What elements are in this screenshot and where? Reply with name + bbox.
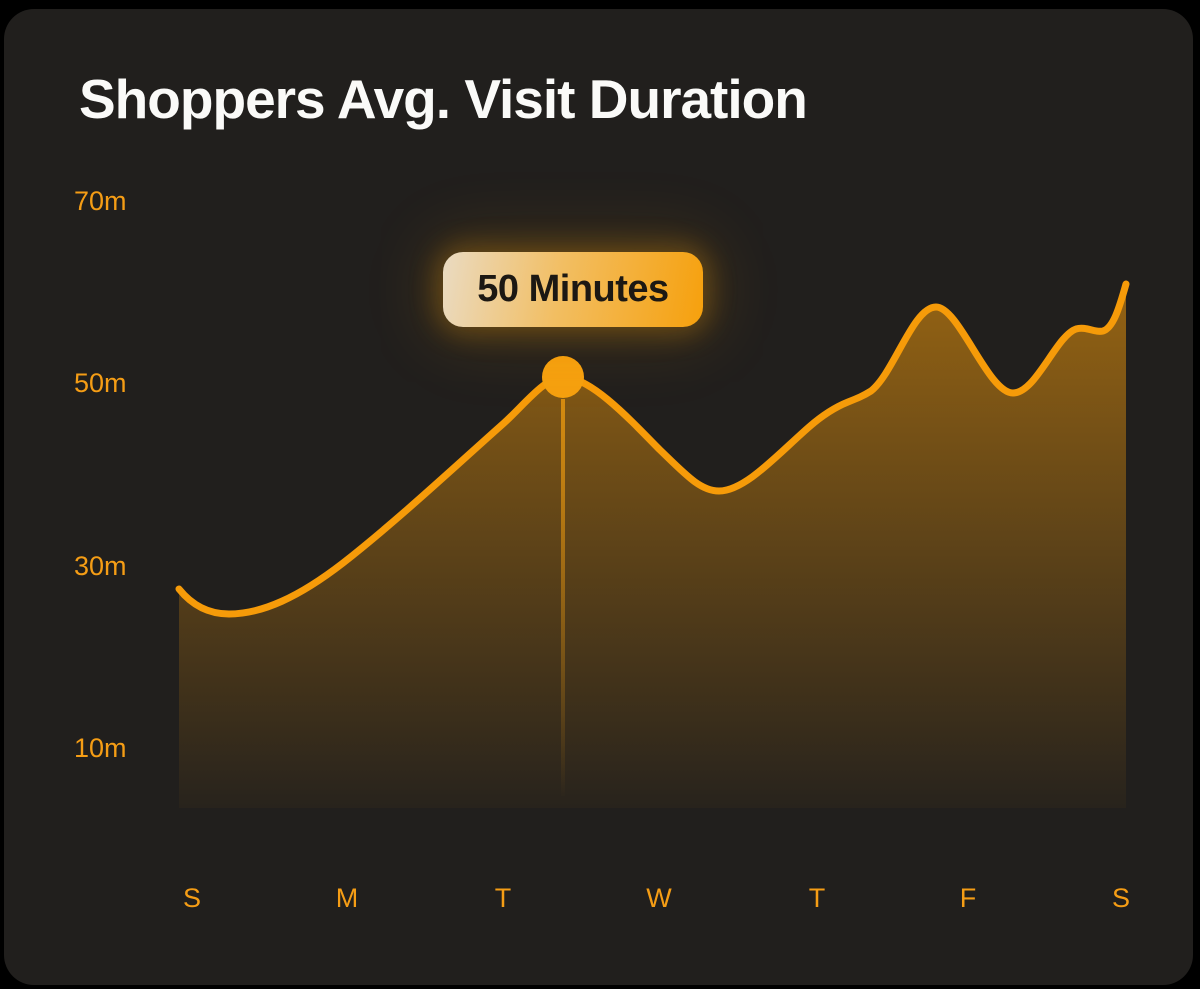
area-fill xyxy=(179,284,1126,808)
trend-line xyxy=(175,280,1130,618)
x-tick-fri: F xyxy=(959,883,977,913)
tooltip-value-label: 50 Minutes xyxy=(477,268,669,310)
x-tick-tue: T xyxy=(494,883,512,913)
x-tick-sat: S xyxy=(1111,883,1131,913)
value-tooltip: 50 Minutes xyxy=(443,252,703,327)
y-tick-70m: 70m xyxy=(74,186,127,216)
area-chart xyxy=(175,280,1130,808)
chart-title: Shoppers Avg. Visit Duration xyxy=(79,68,808,130)
y-tick-10m: 10m xyxy=(74,733,127,763)
x-tick-thu: T xyxy=(808,883,826,913)
x-tick-sun: S xyxy=(182,883,202,913)
chart-card: Shoppers Avg. Visit Duration 70m 50m 30m… xyxy=(4,9,1193,985)
x-tick-mon: M xyxy=(335,883,359,913)
data-point-marker[interactable] xyxy=(542,356,584,398)
y-tick-30m: 30m xyxy=(74,551,127,581)
x-tick-wed: W xyxy=(646,883,672,913)
y-tick-50m: 50m xyxy=(74,368,127,398)
